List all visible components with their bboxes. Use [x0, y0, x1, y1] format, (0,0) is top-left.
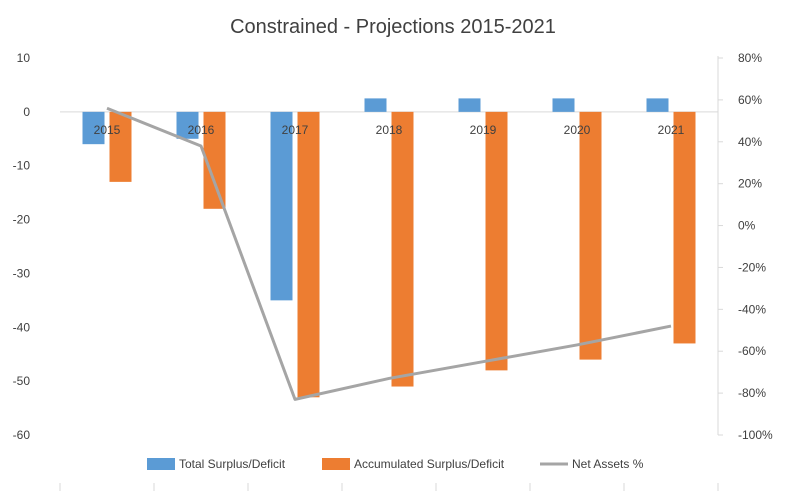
bar-total-surplus-deficit — [364, 98, 387, 112]
right-axis-tick-label: -80% — [738, 386, 766, 400]
chart-title: Constrained - Projections 2015-2021 — [230, 16, 556, 38]
bar-accumulated-surplus-deficit — [297, 111, 320, 398]
category-label: 2018 — [376, 123, 403, 137]
bar-total-surplus-deficit — [552, 98, 575, 112]
legend-swatch-accumulated-surplus-deficit — [322, 458, 350, 470]
left-axis-tick-label: -50 — [13, 374, 31, 388]
right-axis-tick-label: 40% — [738, 135, 762, 149]
bar-accumulated-surplus-deficit — [485, 111, 508, 371]
legend-label: Total Surplus/Deficit — [179, 457, 286, 471]
bar-total-surplus-deficit — [646, 98, 669, 112]
left-axis-tick-label: -40 — [13, 320, 31, 334]
left-axis-tick-label: 10 — [17, 51, 31, 65]
right-axis-tick-label: 0% — [738, 219, 756, 233]
category-label: 2021 — [658, 123, 685, 137]
legend-label: Accumulated Surplus/Deficit — [354, 457, 505, 471]
left-axis-tick-label: -60 — [13, 428, 31, 442]
left-axis-tick-label: -10 — [13, 159, 31, 173]
legend-group: Total Surplus/Deficit Accumulated Surplus… — [147, 457, 644, 471]
right-axis-tick-label: -100% — [738, 428, 773, 442]
bar-accumulated-surplus-deficit — [109, 111, 132, 182]
line-net-assets — [106, 106, 672, 401]
bar-accumulated-surplus-deficit — [673, 111, 696, 344]
legend-swatch-total-surplus-deficit — [147, 458, 175, 470]
category-labels-group: 2015 2016 2017 2018 2019 2020 2021 — [94, 123, 685, 137]
category-label: 2017 — [282, 123, 309, 137]
line-group — [106, 106, 672, 401]
bar-accumulated-surplus-deficit — [203, 111, 226, 209]
right-axis-tick-label: 60% — [738, 93, 762, 107]
bar-total-surplus-deficit — [458, 98, 481, 112]
bar-total-surplus-deficit — [176, 111, 199, 139]
category-label: 2020 — [564, 123, 591, 137]
category-label: 2015 — [94, 123, 121, 137]
category-label: 2019 — [470, 123, 497, 137]
left-axis-tick-label: -20 — [13, 213, 31, 227]
bars-group — [82, 98, 696, 398]
legend-label: Net Assets % — [572, 457, 644, 471]
category-label: 2016 — [188, 123, 215, 137]
bar-total-surplus-deficit — [82, 111, 105, 145]
axes-group: 10 0 -10 -20 -30 -40 -50 -60 80% 60% 40% 20% 0% -20% -… — [13, 51, 773, 491]
right-axis-tick-label: 80% — [738, 51, 762, 65]
bar-accumulated-surplus-deficit — [391, 111, 414, 387]
bar-accumulated-surplus-deficit — [579, 111, 602, 360]
left-axis-tick-label: 0 — [23, 105, 30, 119]
left-axis-tick-label: -30 — [13, 266, 31, 280]
right-axis-tick-label: 20% — [738, 177, 762, 191]
right-axis-tick-label: -60% — [738, 344, 766, 358]
right-axis-tick-label: -40% — [738, 302, 766, 316]
right-axis-tick-label: -20% — [738, 260, 766, 274]
bar-total-surplus-deficit — [270, 111, 293, 301]
